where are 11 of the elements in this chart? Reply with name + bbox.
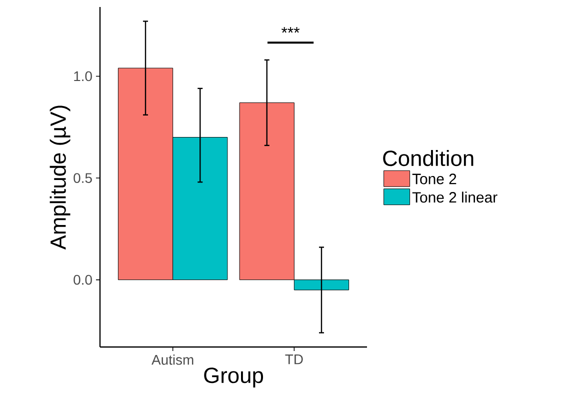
y-axis-title: Amplitude (µV) xyxy=(50,106,70,250)
legend-label: Tone 2 xyxy=(412,174,456,184)
y-tick-label: 0.5 xyxy=(74,173,92,183)
annotation: *** xyxy=(281,27,300,33)
legend-label: Tone 2 linear xyxy=(412,192,498,203)
x-axis-title: Group xyxy=(204,368,264,388)
y-tick-label: 1.0 xyxy=(74,71,92,82)
legend-title: Condition xyxy=(383,150,474,166)
x-tick-label: Autism xyxy=(152,354,194,365)
y-tick-label: 0.0 xyxy=(74,274,92,285)
x-tick-label: TD xyxy=(285,354,303,364)
